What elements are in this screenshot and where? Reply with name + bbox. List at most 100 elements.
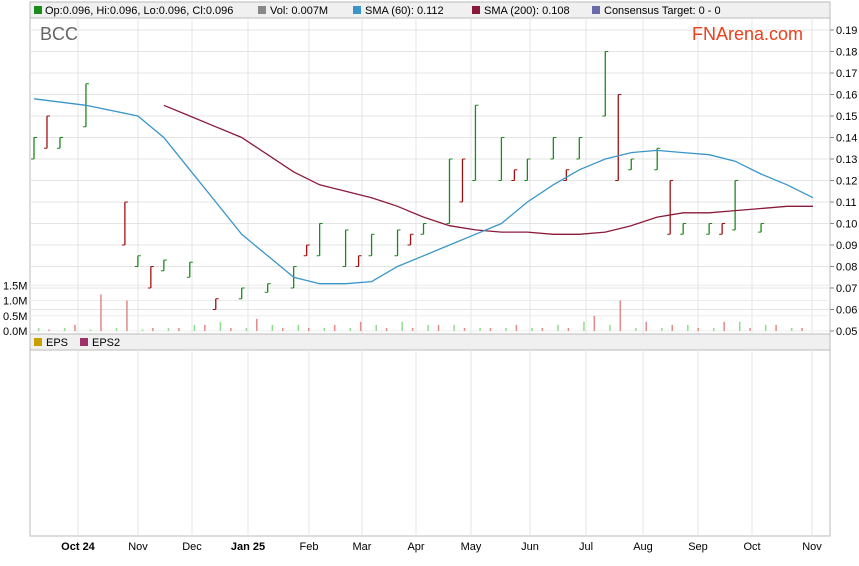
volume-bar-down xyxy=(593,315,596,331)
volume-bar-up xyxy=(661,327,663,331)
brand-logo: FNArena.com xyxy=(692,24,803,44)
price-tick-label: 0.16 xyxy=(836,90,857,102)
volume-bar-up xyxy=(89,329,92,331)
volume-tick-label: 1.0M xyxy=(3,296,27,308)
volume-bar-up xyxy=(583,321,585,331)
price-panel xyxy=(29,17,831,335)
month-label: Sep xyxy=(688,541,708,553)
volume-bar-down xyxy=(204,324,206,331)
month-label: Nov xyxy=(128,541,148,553)
consensus-swatch xyxy=(592,6,600,14)
sma200-line xyxy=(163,104,813,235)
volume-bar-up xyxy=(531,327,533,331)
price-tick-label: 0.13 xyxy=(836,154,857,166)
volume-bar-down xyxy=(515,324,518,331)
month-label: Dec xyxy=(182,541,202,553)
price-tick-label: 0.06 xyxy=(836,305,857,317)
eps-panel xyxy=(29,349,831,537)
volume-bar-down xyxy=(411,327,414,331)
price-tick-label: 0.05 xyxy=(836,326,857,338)
volume-bar-down xyxy=(801,327,803,331)
volume-bar-up xyxy=(609,324,611,331)
volume-bar-up xyxy=(764,324,767,331)
price-tick-label: 0.07 xyxy=(836,283,857,295)
volume-bar-down xyxy=(489,327,492,331)
month-label: Jan 25 xyxy=(231,541,265,553)
price-tick-label: 0.15 xyxy=(836,111,857,123)
price-axis: 0.19 0.18 0.17 0.16 0.15 0.14 0.13 0.12 0.11 0.10… xyxy=(830,25,857,338)
legend-bar xyxy=(29,1,831,19)
sma60-legend: SMA (60): 0.112 xyxy=(365,5,444,17)
price-tick-label: 0.14 xyxy=(836,133,857,145)
price-tick-label: 0.19 xyxy=(836,25,857,37)
price-tick-label: 0.18 xyxy=(836,47,857,59)
volume-bar-down xyxy=(619,300,622,331)
volume-bar-up xyxy=(505,327,507,331)
volume-bar-up xyxy=(375,324,377,331)
volume-bar-down xyxy=(723,321,725,331)
volume-bar-down xyxy=(74,324,76,331)
price-tick-label: 0.08 xyxy=(836,262,857,274)
volume-bar-up xyxy=(479,327,481,331)
volume-bar-down xyxy=(385,327,388,331)
volume-bar-down xyxy=(126,300,128,331)
volume-bar-down xyxy=(437,324,440,331)
volume-bar-up xyxy=(349,327,352,331)
volume-bar-up xyxy=(63,327,66,331)
volume-bar-up xyxy=(401,321,403,331)
price-bars xyxy=(31,51,765,310)
volume-bar-down xyxy=(230,327,232,331)
price-tick-label: 0.12 xyxy=(836,176,857,188)
volume-bar-up xyxy=(687,324,689,331)
volume-axis: 1.5M 1.0M 0.5M 0.0M xyxy=(3,280,27,338)
volume-bar-up xyxy=(323,327,326,331)
sma60-line xyxy=(33,98,814,285)
volume-bar-up xyxy=(245,327,248,331)
consensus-legend: Consensus Target: 0 - 0 xyxy=(604,5,721,17)
month-label: Nov xyxy=(802,541,822,553)
volume-bar-up xyxy=(557,324,559,331)
volume-bar-down xyxy=(541,327,544,331)
ohlc-swatch xyxy=(34,6,42,14)
volume-bar-up xyxy=(219,321,222,331)
volume-bar-up xyxy=(790,327,793,331)
volume-bar-down xyxy=(333,324,336,331)
eps-legend: EPS xyxy=(46,337,68,349)
price-tick-label: 0.17 xyxy=(836,68,857,80)
volume-bars xyxy=(37,294,803,331)
volume-bar-down xyxy=(48,329,50,331)
volume-bar-up xyxy=(635,327,637,331)
volume-bar-up xyxy=(37,327,40,331)
sma200-swatch xyxy=(472,6,480,14)
volume-bar-up xyxy=(271,324,274,331)
volume-bar-down xyxy=(567,327,570,331)
volume-bar-down xyxy=(749,327,751,331)
volume-bar-down xyxy=(307,327,310,331)
volume-bar-down xyxy=(645,321,648,331)
eps2-swatch xyxy=(80,338,88,346)
volume-bar-up xyxy=(141,329,144,331)
month-label: Apr xyxy=(407,541,424,553)
volume-tick-label: 0.5M xyxy=(3,311,27,323)
price-tick-label: 0.10 xyxy=(836,219,857,231)
volume-bar-up xyxy=(453,324,455,331)
volume-bar-down xyxy=(152,327,154,331)
month-label: Feb xyxy=(300,541,319,553)
month-label: Oct xyxy=(743,541,760,553)
volume-bar-down xyxy=(256,318,258,331)
volume-bar-down xyxy=(775,324,777,331)
month-label: May xyxy=(461,541,482,553)
sma200-legend: SMA (200): 0.108 xyxy=(484,5,570,17)
volume-bar-down xyxy=(359,321,362,331)
volume-bar-up xyxy=(427,324,429,331)
vol-swatch xyxy=(258,6,266,14)
eps-legend-bar xyxy=(29,333,831,351)
volume-bar-down xyxy=(100,294,102,331)
month-label: Oct 24 xyxy=(61,541,96,553)
price-tick-label: 0.11 xyxy=(836,197,857,209)
volume-bar-down xyxy=(671,324,673,331)
volume-bar-down xyxy=(463,327,466,331)
x-axis-months: Oct 24 Nov Dec Jan 25 Feb Mar Apr May Jun Jul Aug S… xyxy=(61,541,822,553)
eps-swatch xyxy=(34,338,42,346)
